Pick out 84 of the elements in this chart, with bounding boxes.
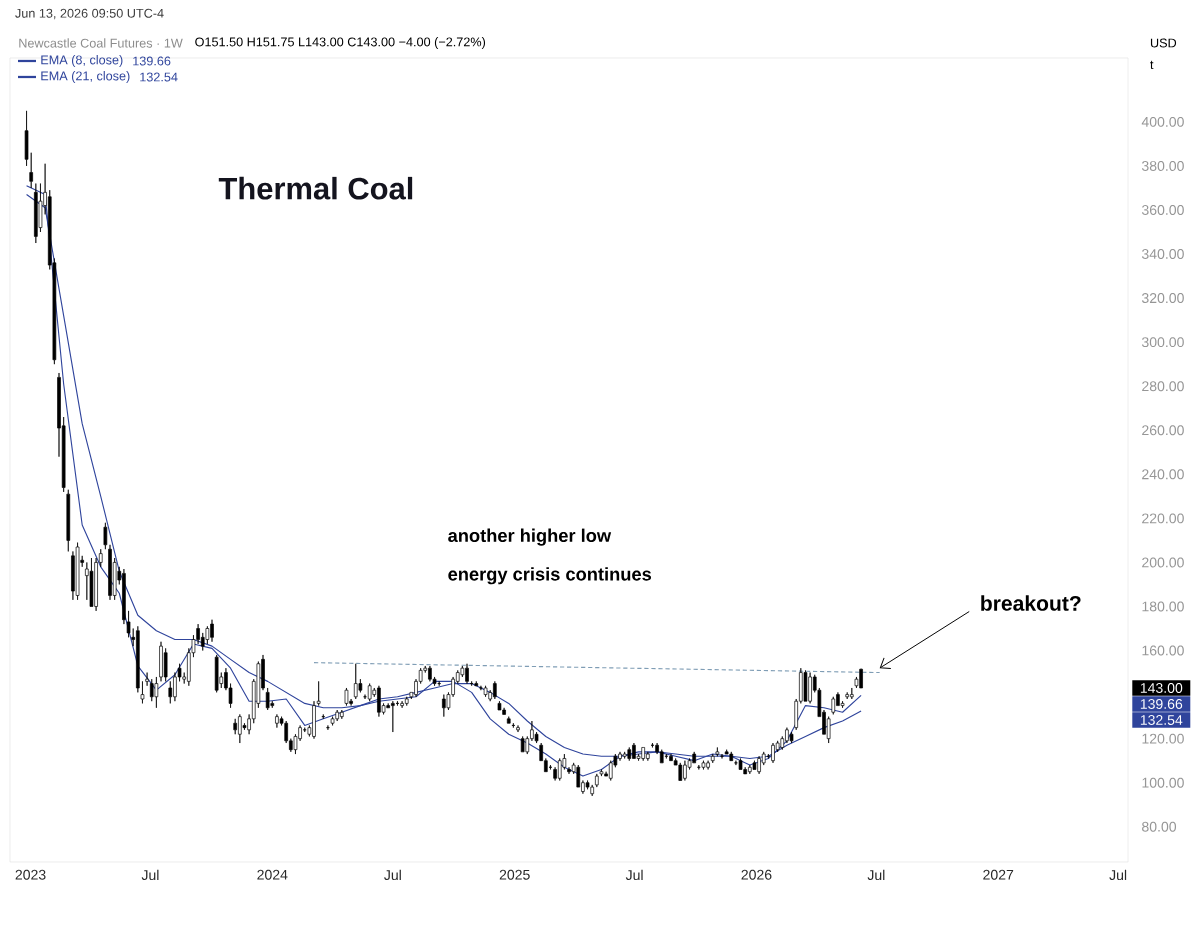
annotation: energy crisis continues (448, 567, 652, 585)
candlestick (367, 683, 372, 702)
candlestick (715, 747, 720, 757)
candlestick (599, 769, 604, 777)
y-tick-label: 300.00 (1141, 337, 1184, 348)
candlestick (363, 694, 367, 700)
x-tick-label: 2025 (499, 869, 530, 880)
candlestick (720, 753, 724, 759)
candlestick (29, 152, 33, 189)
candlestick (752, 760, 757, 770)
candlestick (321, 714, 326, 720)
candlestick (729, 751, 734, 762)
y-tick-label: 80.00 (1142, 821, 1177, 832)
chart-subtitle: Newcastle Coal Futures · 1W (19, 38, 183, 48)
text: O151.50 H151.75 L143.00 C143.00 −4.00 (−2.72%) (195, 37, 486, 49)
candlestick (595, 773, 599, 788)
legend-label: EMA (21, close) (41, 71, 130, 83)
candlestick (344, 687, 349, 706)
candlestick (265, 687, 270, 711)
y-tick-label: 220.00 (1142, 513, 1184, 524)
y-tick-label: 340.00 (1141, 249, 1184, 259)
candlestick (154, 676, 159, 709)
text: t (1150, 60, 1154, 70)
candlestick (678, 762, 683, 781)
candlestick (627, 747, 632, 762)
candlestick (497, 700, 502, 711)
candlestick (66, 489, 71, 552)
candlestick (140, 681, 145, 704)
candlestick (622, 751, 627, 759)
candlestick (474, 681, 479, 687)
x-tick-label: Jul (384, 869, 401, 881)
x-tick-label: Jul (625, 869, 643, 881)
candlestick (803, 670, 808, 702)
candlestick (24, 110, 29, 167)
candlestick (557, 758, 562, 781)
x-tick-label: 2024 (257, 869, 288, 880)
x-tick-label: 2026 (741, 869, 772, 880)
candlestick (353, 663, 358, 700)
y-tick-label: 320.00 (1141, 293, 1184, 304)
candlestick (469, 681, 474, 687)
candlestick (103, 522, 108, 550)
y-tick-label: 200.00 (1142, 557, 1184, 568)
candlestick (404, 696, 409, 706)
candlestick (511, 722, 516, 728)
text: 143.00 (1140, 683, 1183, 693)
candlestick (326, 725, 330, 731)
y-tick-label: 240.00 (1142, 469, 1184, 480)
y-tick-label: 100.00 (1142, 777, 1184, 788)
x-tick-label: Jul (141, 869, 159, 881)
candlestick (520, 736, 525, 753)
candlestick (145, 672, 149, 687)
candlestick (506, 716, 511, 724)
annotation: 139.66 (133, 56, 171, 66)
y-tick-label: 260.00 (1142, 425, 1184, 436)
text: 139.66 (1140, 699, 1183, 709)
text: Jun 13, 2026 09:50 UTC-4 (15, 8, 164, 20)
y-tick-label: 180.00 (1142, 601, 1184, 612)
candlestick (701, 760, 706, 770)
candlestick (483, 685, 488, 698)
candlestick (214, 654, 219, 693)
candlestick (710, 753, 715, 764)
candlestick (831, 696, 836, 715)
candlestick (316, 681, 321, 706)
candlestick (789, 731, 794, 744)
annotation: breakout? (981, 595, 1081, 611)
x-tick-label: Jul (867, 869, 885, 881)
legend-label: EMA (8, close) (41, 55, 123, 67)
y-tick-label: 160.00 (1142, 645, 1184, 656)
text: 132.54 (1140, 715, 1183, 725)
candlestick (75, 542, 80, 601)
candlestick (89, 557, 94, 607)
x-tick-label: 2023 (15, 869, 46, 880)
y-tick-label: 280.00 (1142, 381, 1184, 392)
text: Thermal Coal (218, 176, 413, 200)
annotation: another higher low (448, 528, 612, 546)
text: USD (1150, 38, 1177, 48)
y-tick-label: 380.00 (1141, 160, 1184, 171)
x-tick-label: 2027 (983, 869, 1014, 880)
x-tick-label: Jul (1109, 869, 1127, 881)
annotation: 132.54 (140, 72, 178, 82)
y-tick-label: 120.00 (1142, 733, 1184, 744)
y-tick-label: 360.00 (1141, 205, 1184, 215)
y-tick-label: 400.00 (1141, 116, 1184, 127)
candlestick (516, 725, 520, 733)
